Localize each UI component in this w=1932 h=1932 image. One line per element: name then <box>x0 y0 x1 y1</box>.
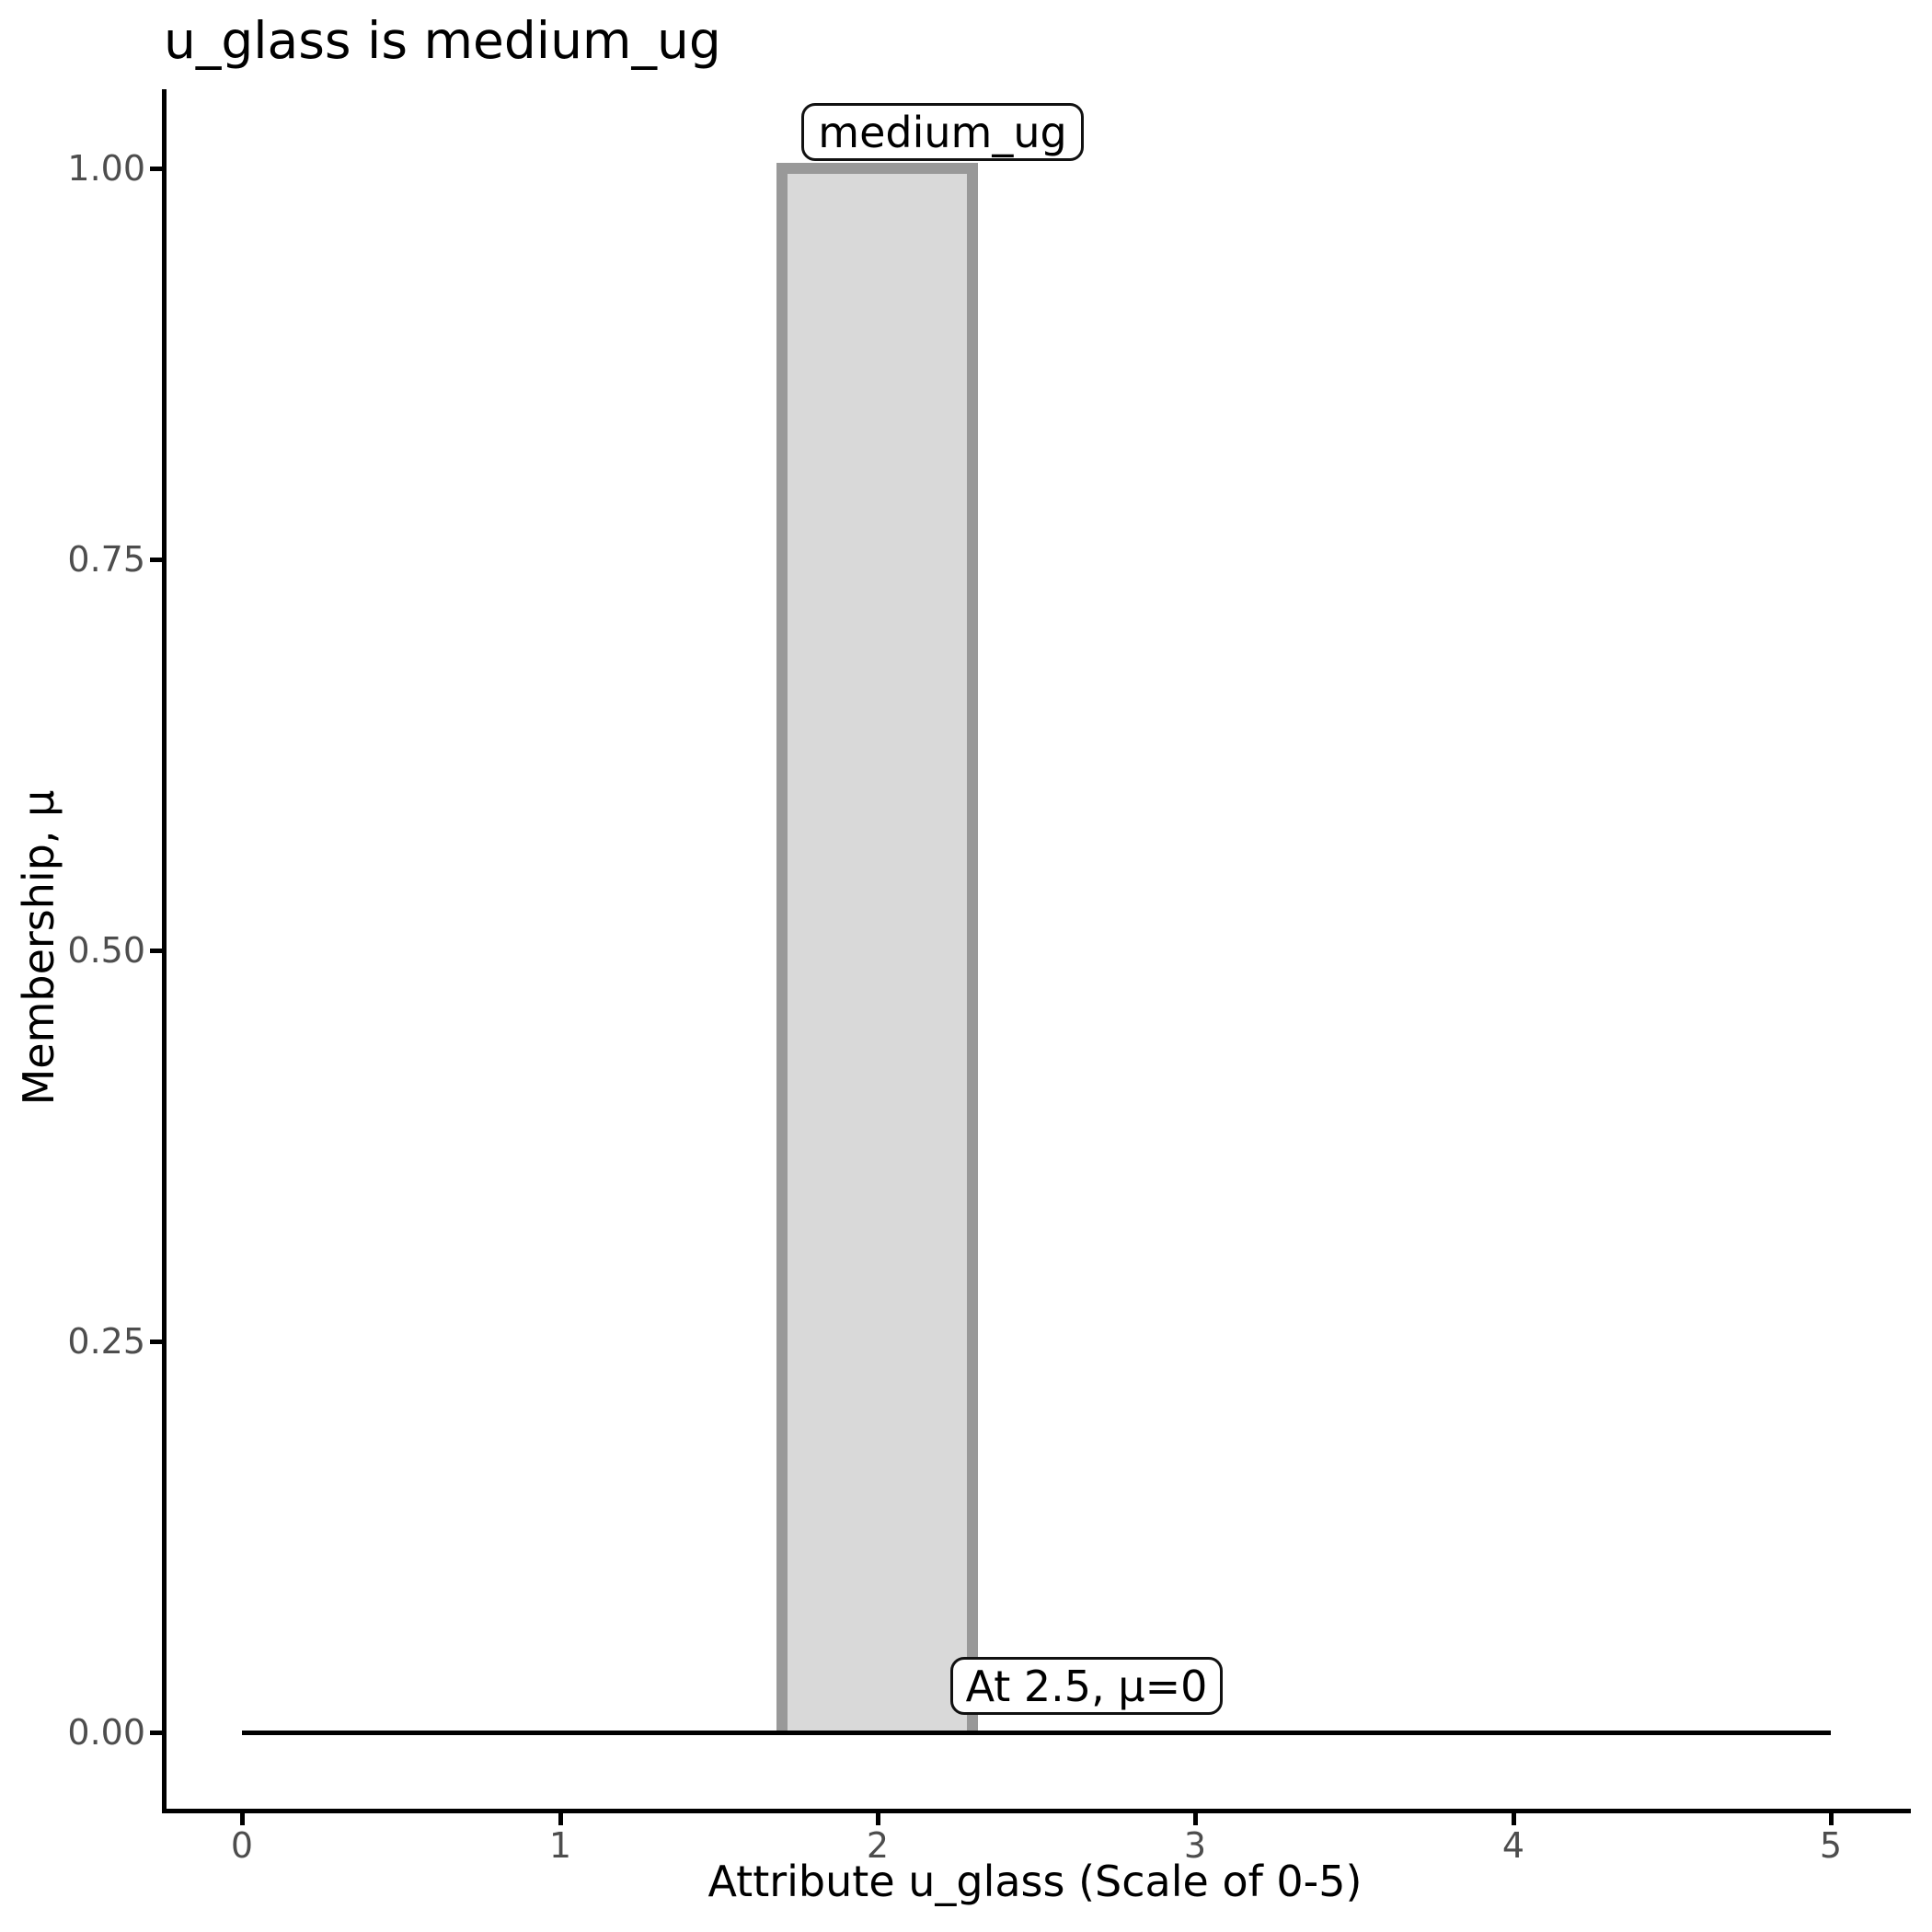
x-tick <box>876 1813 880 1825</box>
x-tick <box>1512 1813 1516 1825</box>
x-tick-label: 3 <box>1183 1825 1207 1866</box>
y-tick-label: 0.25 <box>67 1321 145 1362</box>
x-tick-label: 0 <box>230 1825 254 1866</box>
point-annotation-label: At 2.5, μ=0 <box>950 1657 1223 1715</box>
chart-title: u_glass is medium_ug <box>164 11 721 70</box>
x-tick <box>1193 1813 1198 1825</box>
x-tick-label: 1 <box>548 1825 572 1866</box>
y-tick-label: 0.75 <box>67 539 145 580</box>
x-axis-title: Attribute u_glass (Scale of 0-5) <box>707 1857 1363 1906</box>
membership-bar <box>776 163 978 1732</box>
x-tick-label: 5 <box>1819 1825 1843 1866</box>
baseline-mu0-line <box>242 1731 1831 1735</box>
y-tick <box>150 1731 162 1735</box>
y-tick-label: 0.50 <box>67 930 145 971</box>
x-axis-line <box>162 1809 1911 1813</box>
y-axis-line <box>162 89 167 1813</box>
x-tick <box>558 1813 563 1825</box>
y-tick-label: 1.00 <box>67 148 145 189</box>
x-tick-label: 2 <box>866 1825 890 1866</box>
x-tick-label: 4 <box>1501 1825 1525 1866</box>
set-name-label: medium_ug <box>801 103 1084 161</box>
y-tick <box>150 1340 162 1344</box>
y-tick <box>150 558 162 562</box>
x-tick <box>240 1813 245 1825</box>
y-tick <box>150 949 162 953</box>
x-tick <box>1829 1813 1834 1825</box>
y-tick <box>150 167 162 171</box>
y-tick-label: 0.00 <box>67 1712 145 1753</box>
